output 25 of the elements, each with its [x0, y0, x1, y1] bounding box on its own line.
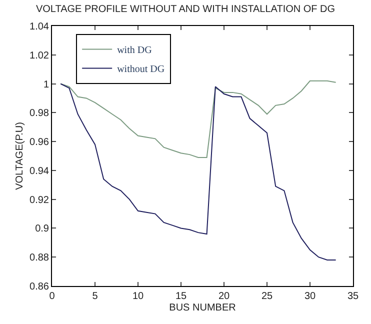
legend-label: with DG [117, 45, 152, 56]
x-tick-label: 5 [92, 291, 98, 302]
line-series [60, 83, 336, 260]
line-series [60, 80, 336, 158]
y-tick-label: 1 [43, 79, 50, 90]
y-tick-label: 0.86 [30, 282, 50, 292]
chart-title: VOLTAGE PROFILE WITHOUT AND WITH INSTALLATION OF DG [36, 4, 336, 15]
y-tick-label: 1.02 [30, 50, 50, 62]
y-tick-label: 0.92 [30, 194, 50, 206]
x-tick-label: 10 [132, 291, 144, 302]
x-tick-label: 30 [304, 291, 316, 302]
y-tick-label: 0.94 [30, 166, 50, 177]
y-tick-label: 0.9 [35, 224, 50, 235]
x-tick-label: 0 [49, 291, 56, 302]
x-tick-label: 25 [261, 291, 273, 302]
y-tick-label: 0.88 [30, 252, 50, 264]
y-tick-label: 0.96 [30, 137, 50, 148]
x-tick-label: 35 [347, 291, 359, 302]
legend-label: without DG [117, 64, 165, 76]
x-tick-label: 15 [175, 291, 187, 302]
x-tick-label: 20 [218, 291, 230, 302]
x-axis-title: BUS NUMBER [169, 302, 236, 314]
y-tick-label: 0.98 [30, 108, 50, 120]
y-tick-label: 1.04 [30, 22, 50, 32]
y-axis-title: VOLTAGE(P.U) [14, 122, 26, 190]
